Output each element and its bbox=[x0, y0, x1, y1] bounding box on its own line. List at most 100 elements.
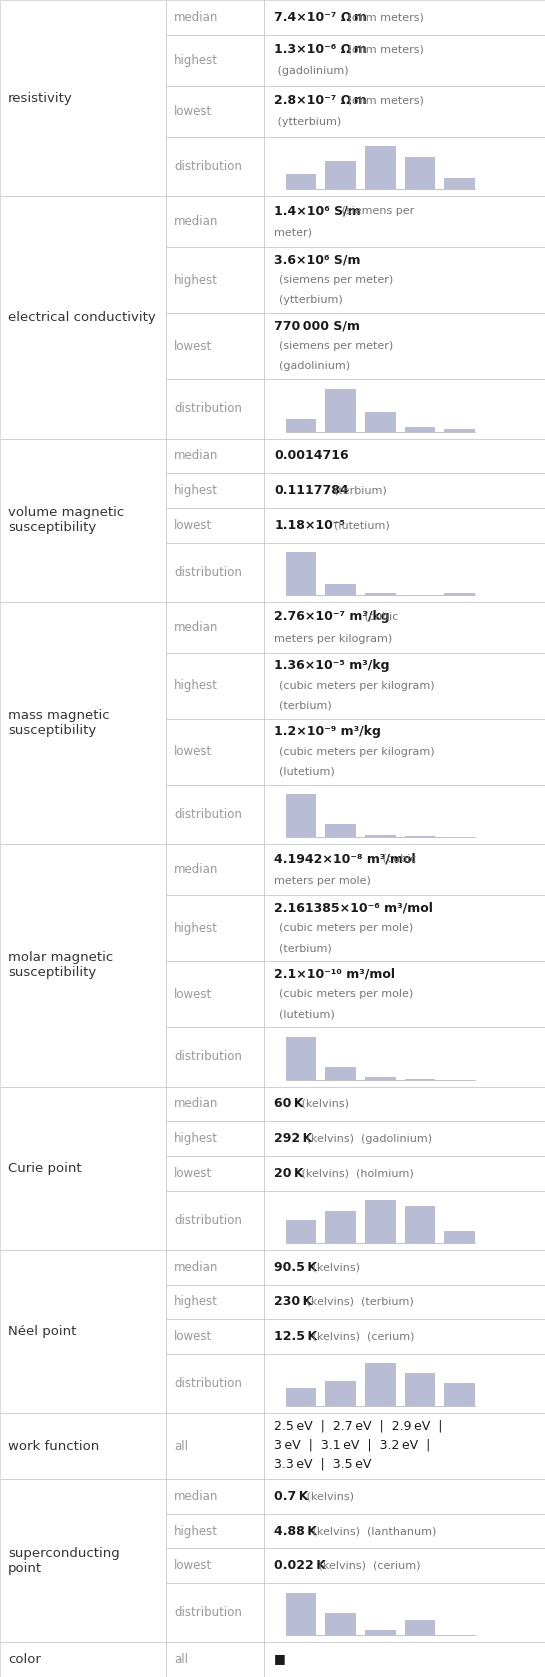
Bar bbox=[166, 1249, 264, 1285]
Bar bbox=[365, 1077, 396, 1080]
Bar bbox=[445, 1231, 475, 1243]
Bar bbox=[264, 1191, 545, 1249]
Text: lowest: lowest bbox=[174, 518, 213, 532]
Text: distribution: distribution bbox=[174, 1214, 242, 1228]
Text: all: all bbox=[174, 1654, 188, 1667]
Bar bbox=[264, 439, 545, 473]
Text: (kelvins)  (gadolinium): (kelvins) (gadolinium) bbox=[304, 1134, 432, 1144]
Bar bbox=[0, 1479, 166, 1642]
Bar bbox=[264, 473, 545, 508]
Bar bbox=[264, 602, 545, 652]
Bar bbox=[166, 1514, 264, 1548]
Text: 230 K: 230 K bbox=[274, 1295, 313, 1308]
Bar bbox=[365, 1630, 396, 1635]
Text: highest: highest bbox=[174, 485, 218, 496]
Text: (kelvins)  (terbium): (kelvins) (terbium) bbox=[304, 1296, 414, 1306]
Text: 60 K: 60 K bbox=[274, 1097, 304, 1110]
Bar bbox=[166, 1414, 264, 1479]
Text: (ohm meters): (ohm meters) bbox=[344, 96, 424, 106]
Text: lowest: lowest bbox=[174, 340, 213, 352]
Text: (kelvins): (kelvins) bbox=[304, 1491, 354, 1501]
Bar bbox=[365, 413, 396, 431]
Text: highest: highest bbox=[174, 1295, 218, 1308]
Text: highest: highest bbox=[174, 273, 218, 287]
Bar bbox=[365, 1363, 396, 1405]
Text: (cubic: (cubic bbox=[379, 854, 416, 864]
Bar bbox=[286, 1219, 316, 1243]
Bar bbox=[286, 419, 316, 431]
Text: meters per kilogram): meters per kilogram) bbox=[274, 634, 392, 644]
Text: (terbium): (terbium) bbox=[280, 944, 332, 953]
Text: resistivity: resistivity bbox=[8, 92, 72, 104]
Bar bbox=[325, 1211, 356, 1243]
Bar bbox=[405, 428, 435, 431]
Bar bbox=[264, 1028, 545, 1087]
Text: highest: highest bbox=[174, 679, 218, 693]
Bar bbox=[264, 1122, 545, 1155]
Bar bbox=[166, 1155, 264, 1191]
Bar bbox=[0, 1642, 166, 1677]
Bar bbox=[264, 1353, 545, 1414]
Bar bbox=[365, 1201, 396, 1243]
Bar bbox=[264, 719, 545, 785]
Bar bbox=[166, 844, 264, 896]
Text: lowest: lowest bbox=[174, 1330, 213, 1343]
Bar bbox=[166, 247, 264, 314]
Text: work function: work function bbox=[8, 1439, 99, 1452]
Bar bbox=[405, 1373, 435, 1405]
Text: 3.6×10⁶ S/m: 3.6×10⁶ S/m bbox=[274, 253, 361, 267]
Text: (terbium): (terbium) bbox=[280, 701, 332, 711]
Bar bbox=[264, 1087, 545, 1122]
Bar bbox=[325, 161, 356, 190]
Bar bbox=[166, 896, 264, 961]
Bar bbox=[166, 314, 264, 379]
Text: 20 K: 20 K bbox=[274, 1167, 304, 1179]
Text: highest: highest bbox=[174, 1132, 218, 1145]
Bar bbox=[264, 1479, 545, 1514]
Bar bbox=[166, 1353, 264, 1414]
Text: (lutetium): (lutetium) bbox=[326, 520, 389, 530]
Text: lowest: lowest bbox=[174, 1167, 213, 1179]
Bar bbox=[166, 1028, 264, 1087]
Text: 770 000 S/m: 770 000 S/m bbox=[274, 320, 360, 332]
Text: (ytterbium): (ytterbium) bbox=[280, 295, 343, 305]
Bar bbox=[325, 1380, 356, 1405]
Text: (kelvins)  (holmium): (kelvins) (holmium) bbox=[298, 1169, 413, 1179]
Text: (kelvins): (kelvins) bbox=[309, 1263, 360, 1273]
Bar bbox=[264, 0, 545, 35]
Text: median: median bbox=[174, 10, 219, 23]
Text: 2.8×10⁻⁷ Ω m: 2.8×10⁻⁷ Ω m bbox=[274, 94, 367, 107]
Text: 4.88 K: 4.88 K bbox=[274, 1524, 317, 1538]
Bar bbox=[0, 0, 166, 196]
Text: median: median bbox=[174, 620, 219, 634]
Bar bbox=[166, 1122, 264, 1155]
Text: 1.2×10⁻⁹ m³/kg: 1.2×10⁻⁹ m³/kg bbox=[274, 726, 381, 738]
Text: all: all bbox=[174, 1439, 188, 1452]
Text: (kelvins): (kelvins) bbox=[298, 1098, 348, 1108]
Bar bbox=[264, 1285, 545, 1320]
Bar bbox=[166, 1548, 264, 1583]
Bar bbox=[0, 1087, 166, 1249]
Text: (siemens per: (siemens per bbox=[338, 206, 414, 216]
Text: 0.1117784: 0.1117784 bbox=[274, 485, 349, 496]
Bar bbox=[325, 825, 356, 837]
Text: distribution: distribution bbox=[174, 402, 242, 416]
Bar bbox=[166, 785, 264, 844]
Text: 7.4×10⁻⁷ Ω m: 7.4×10⁻⁷ Ω m bbox=[274, 10, 367, 23]
Text: (kelvins)  (lanthanum): (kelvins) (lanthanum) bbox=[309, 1526, 437, 1536]
Bar bbox=[286, 174, 316, 190]
Text: 4.1942×10⁻⁸ m³/mol: 4.1942×10⁻⁸ m³/mol bbox=[274, 852, 416, 865]
Text: (lutetium): (lutetium) bbox=[280, 1010, 335, 1020]
Text: lowest: lowest bbox=[174, 746, 213, 758]
Bar bbox=[166, 602, 264, 652]
Bar bbox=[264, 896, 545, 961]
Text: 1.18×10⁻⁵: 1.18×10⁻⁵ bbox=[274, 518, 346, 532]
Text: distribution: distribution bbox=[174, 1377, 242, 1390]
Text: Néel point: Néel point bbox=[8, 1325, 76, 1338]
Text: 2.5 eV  |  2.7 eV  |  2.9 eV  |: 2.5 eV | 2.7 eV | 2.9 eV | bbox=[274, 1420, 443, 1432]
Text: lowest: lowest bbox=[174, 104, 213, 117]
Text: (gadolinium): (gadolinium) bbox=[274, 67, 349, 75]
Bar bbox=[166, 35, 264, 86]
Bar bbox=[166, 1479, 264, 1514]
Text: 0.022 K: 0.022 K bbox=[274, 1560, 326, 1573]
